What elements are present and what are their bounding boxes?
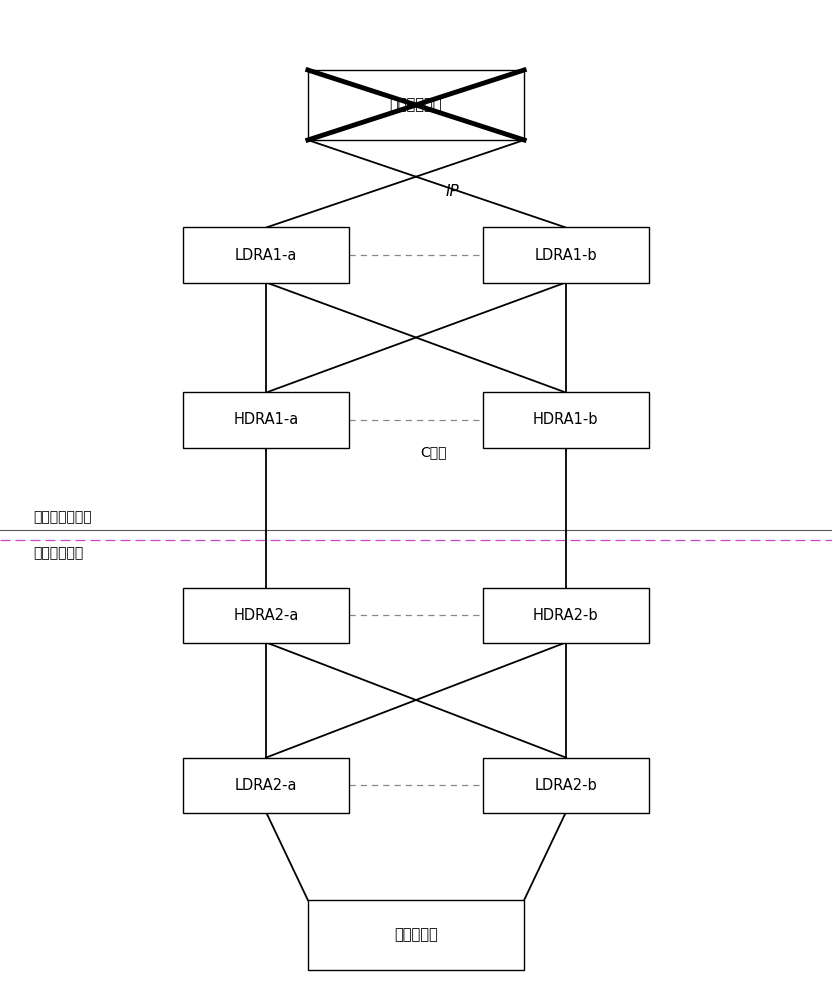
Text: LDRA1-a: LDRA1-a	[235, 247, 297, 262]
Bar	[183, 392, 349, 448]
Bar	[183, 758, 349, 812]
Bar	[483, 587, 649, 643]
Text: HDRA2-b: HDRA2-b	[533, 607, 598, 622]
Text: 目的信令节点: 目的信令节点	[389, 98, 443, 112]
Text: HDRA2-a: HDRA2-a	[234, 607, 299, 622]
Bar	[308, 900, 524, 970]
Text: 源信令汇接区: 源信令汇接区	[33, 546, 83, 560]
Bar	[183, 587, 349, 643]
Text: C链路: C链路	[420, 445, 447, 459]
Bar	[183, 228, 349, 282]
Text: 源信令节点: 源信令节点	[394, 928, 438, 942]
Bar	[483, 758, 649, 812]
Text: HDRA1-a: HDRA1-a	[234, 412, 299, 428]
Bar	[308, 70, 524, 140]
Text: LDRA2-b: LDRA2-b	[534, 778, 597, 792]
Bar	[483, 228, 649, 282]
Text: 目的信令汇接区: 目的信令汇接区	[33, 510, 92, 524]
Text: IP: IP	[445, 184, 459, 200]
Text: HDRA1-b: HDRA1-b	[533, 412, 598, 428]
Text: LDRA1-b: LDRA1-b	[534, 247, 597, 262]
Bar	[483, 392, 649, 448]
Text: LDRA2-a: LDRA2-a	[235, 778, 298, 792]
